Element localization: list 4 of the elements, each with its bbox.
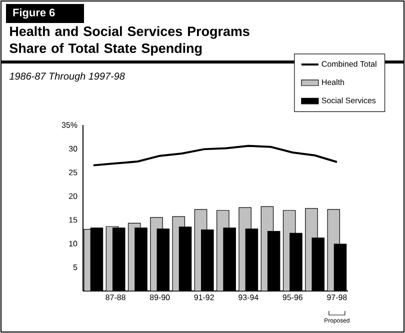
line-series xyxy=(92,144,338,166)
chart-title: Health and Social Services Programs Share of Total State Spending xyxy=(10,26,250,56)
caption: Figure 6 xyxy=(13,8,55,19)
chart-subtitle: 1986-87 Through 1997-98 xyxy=(9,72,125,82)
